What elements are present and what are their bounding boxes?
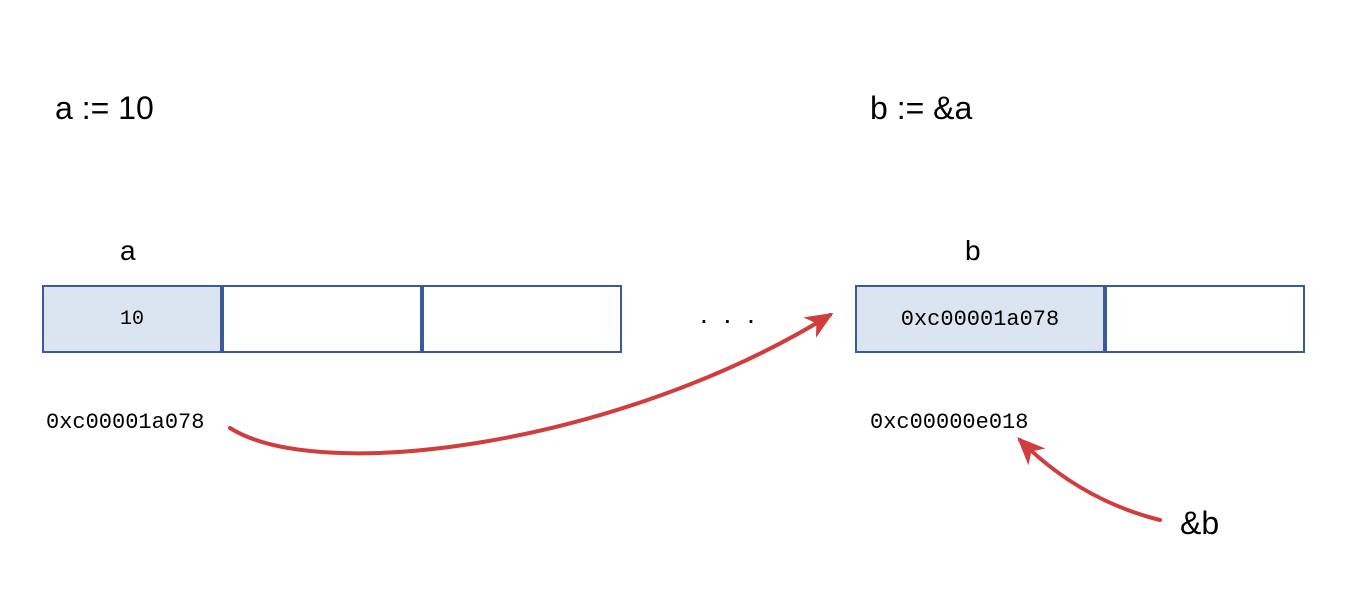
declaration-b: b := &a bbox=[870, 90, 972, 127]
declaration-a: a := 10 bbox=[55, 90, 154, 127]
address-of-a: 0xc00001a078 bbox=[46, 410, 204, 435]
cell-a-value: 10 bbox=[120, 308, 144, 331]
diagram-stage: a := 10 b := &a a b 10 . . . 0xc00001a07… bbox=[0, 0, 1358, 600]
cell-b-value: 0xc00001a078 bbox=[901, 307, 1059, 332]
memory-cell-empty-3 bbox=[1105, 285, 1305, 353]
amp-b-label: &b bbox=[1180, 505, 1219, 542]
memory-cell-empty-1 bbox=[222, 285, 422, 353]
memory-cell-empty-2 bbox=[422, 285, 622, 353]
var-label-a: a bbox=[120, 235, 136, 267]
memory-cell-a: 10 bbox=[42, 285, 222, 353]
memory-cell-b: 0xc00001a078 bbox=[855, 285, 1105, 353]
pointer-arrow-amp-b bbox=[1020, 440, 1160, 520]
address-of-b: 0xc00000e018 bbox=[870, 410, 1028, 435]
ellipsis-dots: . . . bbox=[700, 298, 759, 330]
var-label-b: b bbox=[965, 235, 981, 267]
